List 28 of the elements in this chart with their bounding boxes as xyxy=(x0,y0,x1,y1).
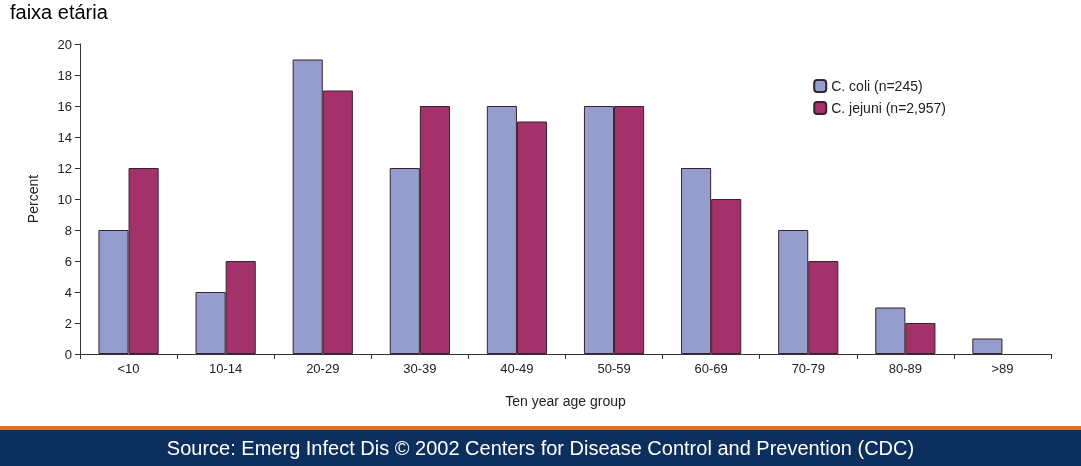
y-tick-label: 0 xyxy=(64,346,72,362)
bar xyxy=(972,338,1003,354)
y-tick-label: 8 xyxy=(64,222,72,238)
x-tick-label: 10-14 xyxy=(209,361,243,376)
x-tick-label: >89 xyxy=(991,361,1014,376)
y-tick-label: 2 xyxy=(64,315,72,331)
y-tick-label: 16 xyxy=(57,98,72,114)
source-note: Source: Emerg Infect Dis © 2002 Centers for Disease Control and Prevention (CDC) xyxy=(0,426,1081,466)
y-tick-label: 4 xyxy=(64,284,72,300)
x-tick-label: 40-49 xyxy=(500,361,534,376)
x-tick-label: 80-89 xyxy=(888,361,922,376)
y-tick-label: 20 xyxy=(57,36,72,52)
x-tick-label: 50-59 xyxy=(597,361,631,376)
x-tick-label: 30-39 xyxy=(403,361,437,376)
y-tick-label: 18 xyxy=(57,67,72,83)
y-tick-label: 6 xyxy=(64,253,72,269)
chart-title: faixa etária xyxy=(10,0,108,24)
x-tick-label: 20-29 xyxy=(306,361,340,376)
x-tick-label: <10 xyxy=(117,361,140,376)
legend-label: C. jejuni (n=2,957) xyxy=(831,100,947,116)
y-tick-label: 12 xyxy=(57,160,72,176)
y-tick-label: 14 xyxy=(57,129,72,145)
legend-label: C. coli (n=245) xyxy=(831,78,923,94)
x-tick-label: 60-69 xyxy=(694,361,728,376)
y-axis-title: Percent xyxy=(25,174,41,224)
y-tick-label: 10 xyxy=(57,191,72,207)
x-axis-title: Ten year age group xyxy=(505,393,627,409)
x-tick-label: 70-79 xyxy=(791,361,825,376)
